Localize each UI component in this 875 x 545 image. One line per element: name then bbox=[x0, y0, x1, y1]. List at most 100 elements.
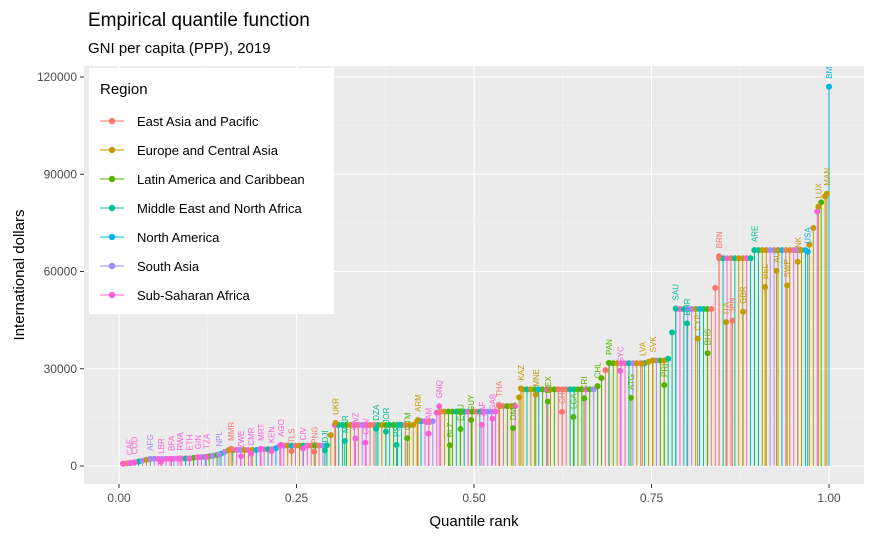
country-label: ARM bbox=[414, 394, 423, 412]
labeled-point bbox=[288, 448, 295, 455]
legend-entry-label: Sub-Saharan Africa bbox=[137, 288, 251, 303]
x-axis-ticks: 0.00 0.25 0.50 0.75 1.00 bbox=[107, 484, 841, 505]
labeled-point bbox=[425, 430, 432, 437]
labeled-point bbox=[559, 408, 566, 415]
y-tick-label: 120000 bbox=[37, 70, 77, 84]
labeled-point bbox=[715, 253, 722, 260]
country-label: BLZ bbox=[446, 422, 455, 437]
quantile-point bbox=[806, 241, 813, 248]
country-label: PSE bbox=[393, 421, 402, 437]
country-label: CHL bbox=[594, 362, 603, 379]
country-label: ARE bbox=[750, 226, 759, 242]
country-label: MNE bbox=[532, 369, 541, 387]
legend-key-point bbox=[108, 175, 116, 183]
legend-entry-label: Europe and Central Asia bbox=[137, 143, 279, 158]
quantile-point bbox=[512, 403, 519, 410]
labeled-point bbox=[581, 395, 588, 402]
labeled-point bbox=[311, 448, 318, 455]
country-label: DZA bbox=[372, 404, 381, 421]
country-label: SWZ bbox=[351, 413, 360, 431]
labeled-point bbox=[186, 455, 193, 462]
labeled-point bbox=[341, 438, 348, 445]
labeled-point bbox=[131, 459, 138, 466]
labeled-point bbox=[815, 203, 822, 210]
country-label: ZWE bbox=[237, 430, 246, 448]
legend-entries: East Asia and Pacific Europe and Central … bbox=[100, 114, 305, 303]
legend-background bbox=[89, 68, 334, 314]
x-tick-label: 0.00 bbox=[107, 491, 131, 505]
labeled-point bbox=[570, 414, 577, 421]
country-label: MAR bbox=[341, 415, 350, 433]
country-label: CIV bbox=[299, 426, 308, 440]
quantile-point bbox=[516, 394, 523, 401]
quantile-point bbox=[665, 355, 672, 362]
quantile-point bbox=[712, 284, 719, 291]
quantile-point bbox=[410, 421, 417, 428]
labeled-point bbox=[436, 403, 443, 410]
country-label: LBR bbox=[157, 438, 166, 454]
country-label: GAB bbox=[488, 394, 497, 411]
legend-key-point bbox=[108, 262, 116, 270]
labeled-point bbox=[639, 360, 646, 367]
country-label: BM bbox=[825, 66, 834, 78]
country-label: COD bbox=[131, 436, 140, 454]
legend-entry-label: South Asia bbox=[137, 259, 200, 274]
labeled-point bbox=[672, 305, 679, 312]
country-label: RWA bbox=[176, 432, 185, 451]
labeled-point bbox=[352, 435, 359, 442]
labeled-point bbox=[228, 445, 235, 452]
quantile-stems bbox=[122, 86, 830, 466]
labeled-point bbox=[605, 359, 612, 366]
country-label: GNQ bbox=[435, 380, 444, 398]
legend-entry-label: East Asia and Pacific bbox=[137, 114, 259, 129]
country-label: JOR bbox=[382, 407, 391, 423]
labeled-point bbox=[203, 453, 210, 460]
country-label: DJI bbox=[321, 430, 330, 442]
country-label: KAZ bbox=[517, 365, 526, 381]
quantile-point bbox=[323, 442, 330, 449]
labeled-point bbox=[751, 247, 758, 254]
legend-key-point bbox=[108, 233, 116, 241]
labeled-point bbox=[393, 441, 400, 448]
quantile-point bbox=[708, 305, 715, 312]
y-tick-label: 30000 bbox=[44, 362, 78, 376]
country-label: KEN bbox=[268, 426, 277, 443]
country-label: ECU bbox=[457, 404, 466, 421]
country-label: CMR bbox=[247, 427, 256, 445]
quantile-point bbox=[669, 329, 676, 336]
country-label: CAF bbox=[126, 439, 135, 455]
country-label: BFA bbox=[168, 435, 177, 451]
labeled-point bbox=[277, 441, 284, 448]
labeled-point bbox=[147, 455, 154, 462]
labeled-point bbox=[649, 357, 656, 364]
quantile-points bbox=[119, 83, 832, 467]
chart-subtitle: GNI per capita (PPP), 2019 bbox=[88, 40, 271, 57]
labeled-point bbox=[238, 453, 245, 460]
country-label: ZAF bbox=[478, 402, 487, 417]
country-label: ITA bbox=[722, 302, 731, 315]
legend: Region East Asia and Pacific Europe and C… bbox=[89, 68, 334, 314]
labeled-point bbox=[373, 425, 380, 432]
quantile-point bbox=[598, 375, 605, 382]
labeled-point bbox=[804, 248, 811, 255]
labeled-point bbox=[661, 381, 668, 388]
labeled-point bbox=[157, 458, 164, 465]
country-label: SWE bbox=[783, 259, 792, 277]
quantile-point bbox=[814, 208, 821, 215]
labeled-point bbox=[468, 416, 475, 423]
labeled-point bbox=[594, 383, 601, 390]
y-tick-label: 60000 bbox=[44, 265, 78, 279]
labeled-point bbox=[362, 439, 369, 446]
country-label: CRI bbox=[580, 376, 589, 390]
labeled-point bbox=[489, 415, 496, 422]
quantile-point bbox=[327, 432, 334, 439]
country-label: TLS bbox=[288, 428, 297, 443]
quantile-point bbox=[602, 367, 609, 374]
x-axis-label: Quantile rank bbox=[429, 513, 519, 530]
legend-entry-label: North America bbox=[137, 230, 220, 245]
labeled-point bbox=[617, 367, 624, 374]
country-label: BHS bbox=[704, 329, 713, 345]
country-label: MRT bbox=[257, 424, 266, 441]
labeled-point bbox=[299, 445, 306, 452]
